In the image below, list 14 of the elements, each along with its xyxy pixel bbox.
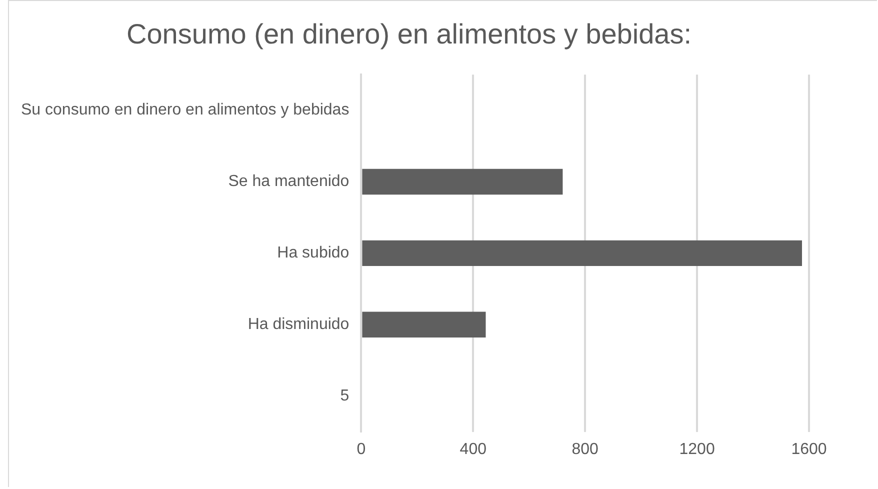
y-tick-label: Se ha mantenido [228, 173, 350, 190]
x-tick-label: 1200 [679, 440, 715, 458]
chart-title: Consumo (en dinero) en alimentos y bebidas: [126, 18, 692, 50]
bar [362, 168, 563, 195]
x-tick-label: 0 [356, 440, 366, 458]
bar [362, 240, 802, 266]
x-tick-label: 1600 [791, 440, 827, 458]
y-tick-label: Ha disminuido [248, 316, 350, 334]
y-tick-label: 5 [340, 387, 350, 404]
y-tick-label: Su consumo en dinero en alimentos y bebidas [21, 102, 350, 119]
x-tick-label: 800 [572, 440, 599, 458]
bar [362, 312, 486, 338]
y-tick-label: Ha subido [277, 244, 350, 262]
x-tick-label: 400 [460, 440, 487, 458]
